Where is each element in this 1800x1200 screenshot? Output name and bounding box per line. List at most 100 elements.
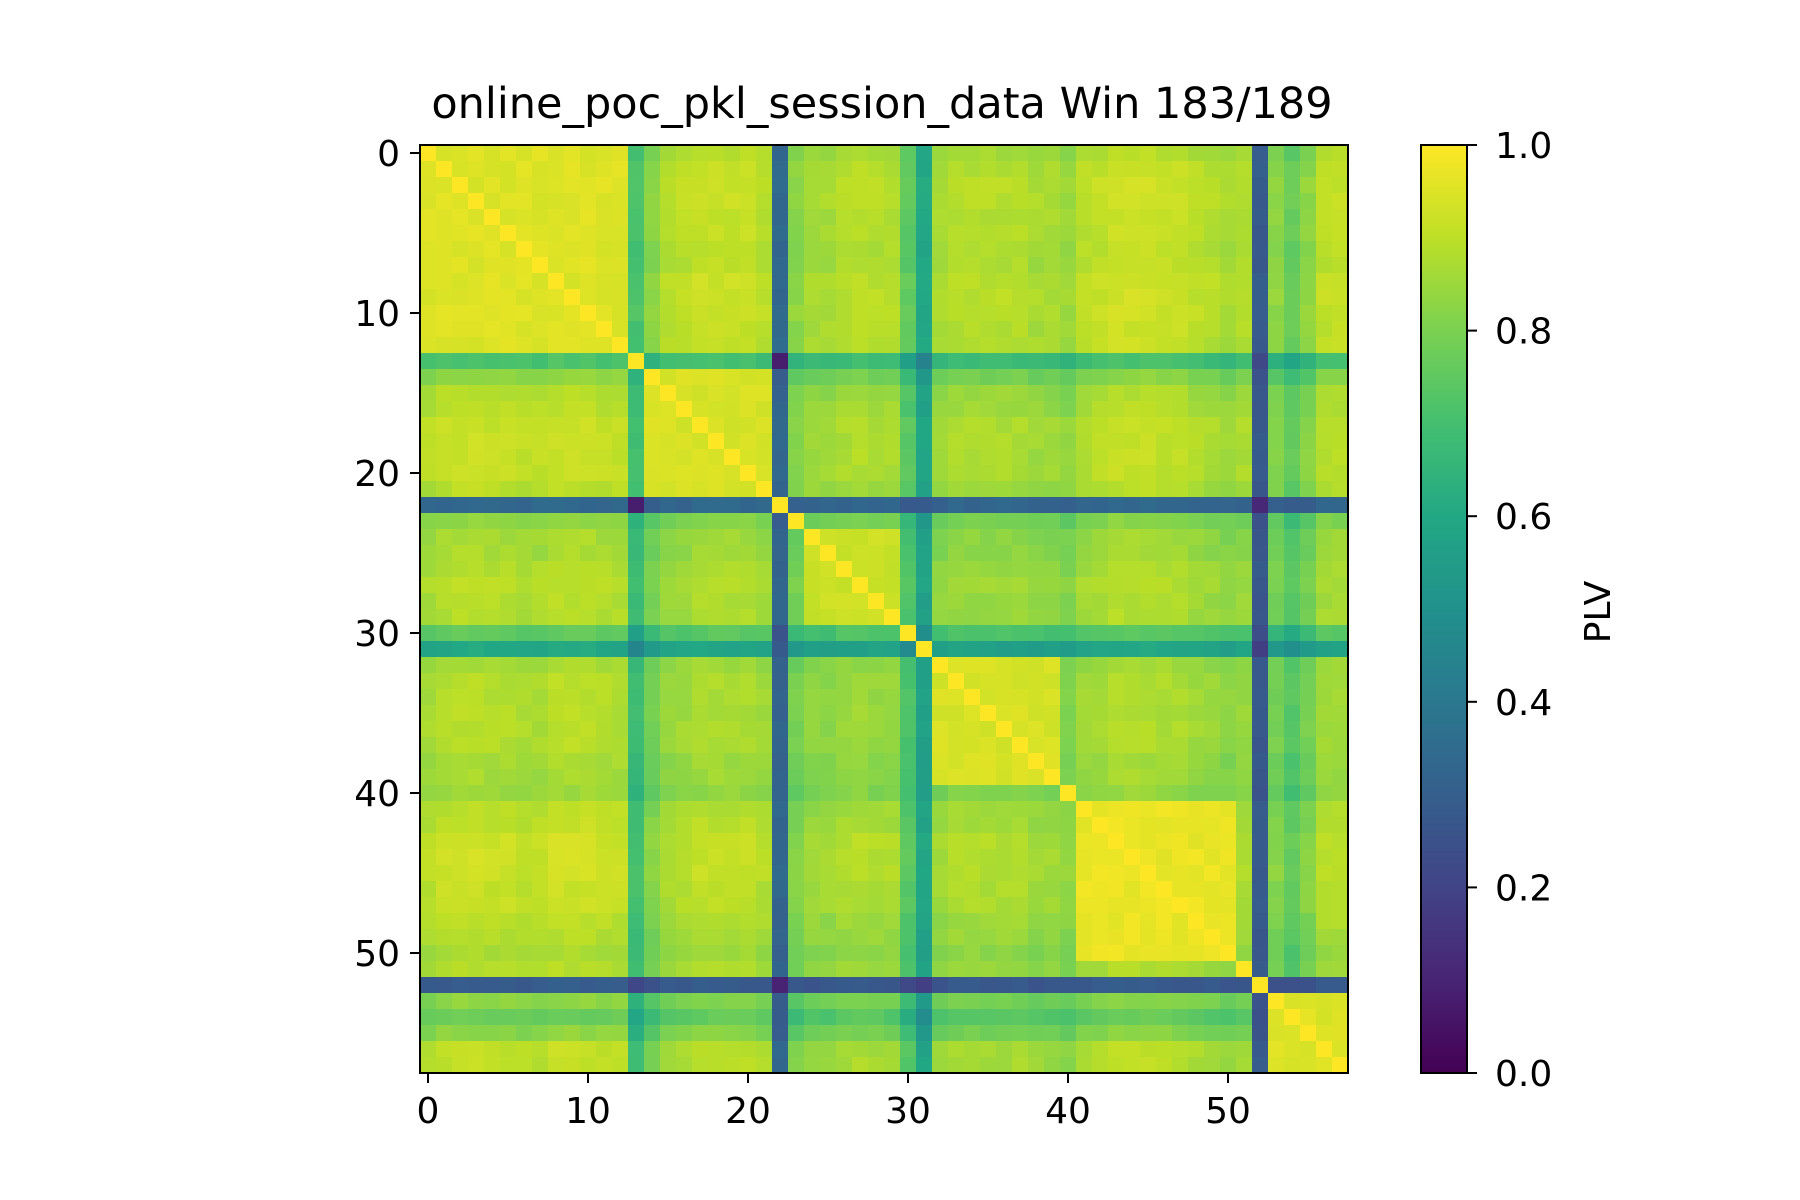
heatmap-cell: [820, 353, 837, 370]
heatmap-cell: [1012, 273, 1029, 290]
heatmap-cell: [868, 465, 885, 482]
heatmap-cell: [1204, 161, 1221, 178]
heatmap-cell: [916, 945, 933, 962]
heatmap-cell: [420, 865, 437, 882]
heatmap-cell: [996, 529, 1013, 546]
heatmap-cell: [1092, 577, 1109, 594]
heatmap-cell: [1172, 1025, 1189, 1042]
heatmap-cell: [948, 705, 965, 722]
heatmap-cell: [852, 1009, 869, 1026]
heatmap-cell: [724, 513, 741, 530]
heatmap-cell: [916, 593, 933, 610]
heatmap-cell: [484, 465, 501, 482]
heatmap-cell: [484, 801, 501, 818]
heatmap-cell: [676, 369, 693, 386]
heatmap-cell: [1044, 705, 1061, 722]
heatmap-cell: [580, 657, 597, 674]
heatmap-cell: [1252, 945, 1269, 962]
heatmap-cell: [980, 705, 997, 722]
heatmap-cell: [804, 849, 821, 866]
heatmap-cell: [1044, 673, 1061, 690]
heatmap-cell: [692, 897, 709, 914]
heatmap-cell: [1140, 897, 1157, 914]
heatmap-cell: [436, 737, 453, 754]
heatmap-cell: [1044, 353, 1061, 370]
heatmap-cell: [964, 417, 981, 434]
heatmap-cell: [1332, 977, 1349, 994]
heatmap-cell: [756, 257, 773, 274]
heatmap-cell: [1316, 577, 1333, 594]
heatmap-cell: [500, 977, 517, 994]
heatmap-cell: [1156, 673, 1173, 690]
heatmap-cell: [900, 481, 917, 498]
heatmap-cell: [1140, 913, 1157, 930]
heatmap-cell: [980, 881, 997, 898]
heatmap-cell: [692, 353, 709, 370]
heatmap-cell: [1060, 1009, 1077, 1026]
heatmap-cell: [1268, 1041, 1285, 1058]
heatmap-cell: [852, 961, 869, 978]
heatmap-cell: [468, 785, 485, 802]
heatmap-cell: [772, 577, 789, 594]
heatmap-cell: [484, 529, 501, 546]
heatmap-cell: [628, 337, 645, 354]
heatmap-cell: [948, 609, 965, 626]
heatmap-cell: [756, 321, 773, 338]
heatmap-cell: [676, 721, 693, 738]
heatmap-cell: [1060, 737, 1077, 754]
heatmap-cell: [916, 481, 933, 498]
heatmap-cell: [1252, 785, 1269, 802]
heatmap-cell: [420, 625, 437, 642]
heatmap-cell: [1300, 353, 1317, 370]
heatmap-cell: [804, 609, 821, 626]
heatmap-cell: [1332, 145, 1349, 162]
heatmap-cell: [564, 721, 581, 738]
heatmap-cell: [1124, 273, 1141, 290]
heatmap-cell: [1316, 321, 1333, 338]
heatmap-cell: [964, 209, 981, 226]
heatmap-cell: [660, 849, 677, 866]
heatmap-cell: [836, 465, 853, 482]
heatmap-cell: [932, 305, 949, 322]
heatmap-cell: [852, 497, 869, 514]
heatmap-cell: [516, 833, 533, 850]
heatmap-cell: [1012, 385, 1029, 402]
heatmap-cell: [580, 753, 597, 770]
heatmap-cell: [836, 609, 853, 626]
heatmap-cell: [964, 817, 981, 834]
heatmap-cell: [1236, 369, 1253, 386]
heatmap-cell: [1124, 833, 1141, 850]
heatmap-cell: [948, 833, 965, 850]
heatmap-cell: [820, 817, 837, 834]
heatmap-cell: [1092, 849, 1109, 866]
heatmap-cell: [1284, 545, 1301, 562]
heatmap-cell: [628, 321, 645, 338]
heatmap-cell: [676, 337, 693, 354]
heatmap-cell: [516, 929, 533, 946]
heatmap-cell: [596, 481, 613, 498]
heatmap-cell: [740, 417, 757, 434]
heatmap-cell: [788, 353, 805, 370]
heatmap-cell: [1076, 865, 1093, 882]
heatmap-cell: [1204, 561, 1221, 578]
heatmap-cell: [1332, 561, 1349, 578]
heatmap-cell: [852, 433, 869, 450]
heatmap-cell: [1044, 193, 1061, 210]
heatmap-cell: [500, 993, 517, 1010]
heatmap-cell: [1092, 241, 1109, 258]
heatmap-cell: [1140, 1025, 1157, 1042]
heatmap-cell: [900, 689, 917, 706]
heatmap-cell: [884, 481, 901, 498]
heatmap-cell: [868, 481, 885, 498]
heatmap-cell: [1236, 417, 1253, 434]
heatmap-cell: [1028, 1025, 1045, 1042]
heatmap-cell: [564, 193, 581, 210]
heatmap-cell: [1060, 161, 1077, 178]
heatmap-cell: [1140, 785, 1157, 802]
heatmap-cell: [1172, 529, 1189, 546]
heatmap-cell: [500, 145, 517, 162]
heatmap-cell: [724, 577, 741, 594]
heatmap-cell: [900, 609, 917, 626]
heatmap-cell: [1220, 385, 1237, 402]
heatmap-cell: [660, 465, 677, 482]
